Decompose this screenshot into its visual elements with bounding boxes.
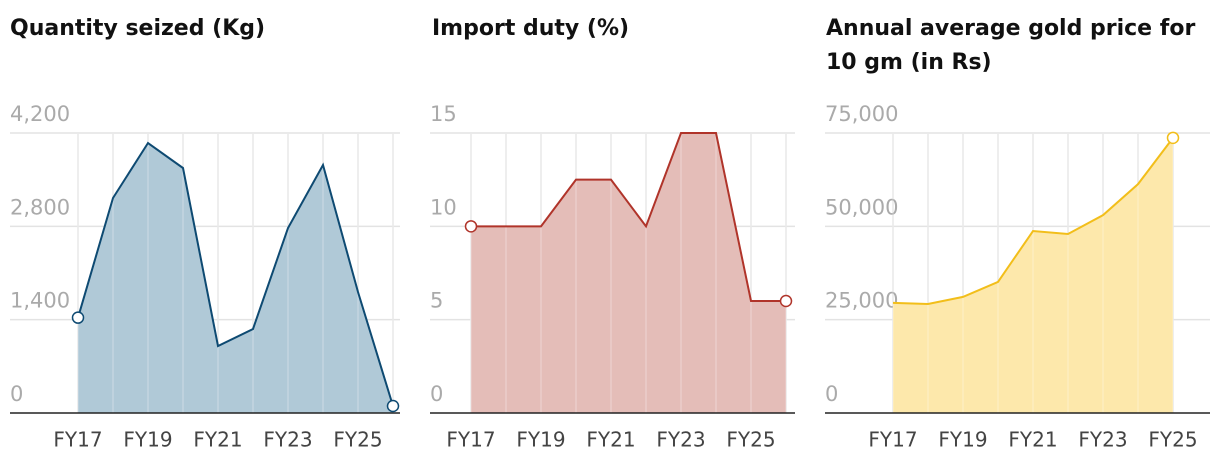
y-tick-label: 4,200	[10, 102, 70, 126]
x-tick-label: FY25	[726, 428, 775, 452]
chart-title: Quantity seized (Kg)	[10, 16, 266, 41]
x-tick-label: FY17	[446, 428, 495, 452]
line	[77, 141, 394, 407]
end-marker	[779, 294, 793, 308]
x-tick-label: FY17	[53, 428, 102, 452]
x-tick-label: FY21	[586, 428, 635, 452]
area	[893, 137, 1173, 413]
x-tick-label: FY23	[1078, 428, 1127, 452]
x-tick-label: FY21	[193, 428, 242, 452]
x-tick-label: FY23	[656, 428, 705, 452]
y-tick-label: 1,400	[10, 289, 70, 313]
line	[471, 132, 786, 302]
x-tick-label: FY23	[263, 428, 312, 452]
y-tick-label: 10	[430, 195, 457, 219]
x-tick-label: FY21	[1008, 428, 1057, 452]
area	[471, 133, 786, 413]
y-tick-label: 0	[430, 382, 443, 406]
line	[892, 137, 1174, 305]
chart-title: Annual average gold price for 10 gm (in …	[826, 16, 1196, 75]
x-tick-label: FY25	[1148, 428, 1197, 452]
y-tick-label: 0	[825, 382, 838, 406]
y-tick-label: 25,000	[825, 289, 898, 313]
y-tick-label: 50,000	[825, 195, 898, 219]
x-tick-label: FY19	[123, 428, 172, 452]
y-tick-label: 2,800	[10, 195, 70, 219]
end-marker	[71, 311, 85, 324]
x-tick-label: FY19	[938, 428, 987, 452]
end-marker	[1166, 131, 1180, 145]
end-marker	[464, 220, 478, 233]
y-tick-label: 5	[430, 289, 443, 313]
y-tick-label: 0	[10, 382, 23, 406]
y-tick-label: 15	[430, 102, 457, 126]
x-tick-label: FY25	[333, 428, 382, 452]
x-tick-label: FY19	[516, 428, 565, 452]
y-tick-label: 75,000	[825, 102, 898, 126]
end-marker	[386, 399, 400, 413]
x-tick-label: FY17	[868, 428, 917, 452]
chart-title: Import duty (%)	[432, 16, 630, 41]
area	[78, 143, 393, 413]
